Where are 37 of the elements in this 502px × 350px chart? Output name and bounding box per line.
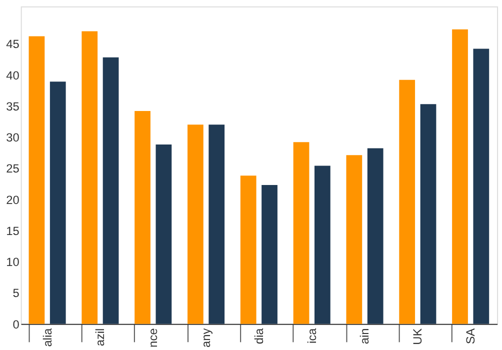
bar <box>50 82 66 324</box>
x-tick-label: azil <box>93 328 108 346</box>
bar <box>82 31 98 324</box>
x-tick-label: SA <box>464 328 478 344</box>
y-tick-label: 15 <box>6 224 20 238</box>
y-tick-label: 20 <box>6 192 20 207</box>
y-tick-label: 45 <box>6 37 20 52</box>
x-tick-label: nce <box>146 328 160 348</box>
bar <box>240 176 256 324</box>
y-tick-label: 40 <box>6 68 20 82</box>
bar <box>346 155 362 324</box>
bar <box>28 36 45 324</box>
y-tick-label: 35 <box>6 99 20 114</box>
y-tick-label: 30 <box>6 130 20 145</box>
bar <box>134 110 150 324</box>
x-tick-label: alia <box>40 328 54 347</box>
bar <box>367 148 384 324</box>
bar <box>452 29 468 324</box>
bar <box>420 104 436 324</box>
bar <box>102 57 119 324</box>
bar <box>156 144 172 324</box>
x-tick-label: ain <box>358 328 372 344</box>
bar <box>293 142 310 324</box>
bar <box>188 124 204 324</box>
bar <box>314 166 330 324</box>
x-tick-label: UK <box>410 328 425 345</box>
y-tick-label: 0 <box>12 317 20 332</box>
x-tick-label: ica <box>304 328 319 344</box>
bar <box>208 124 225 324</box>
x-tick-label: any <box>198 328 213 348</box>
y-tick-label: 25 <box>6 162 20 176</box>
bar <box>473 48 490 324</box>
x-tick-label: dia <box>252 328 266 344</box>
y-tick-label: 5 <box>12 286 20 300</box>
bar <box>399 80 416 324</box>
bar <box>262 185 278 324</box>
y-tick-label: 10 <box>6 255 20 270</box>
